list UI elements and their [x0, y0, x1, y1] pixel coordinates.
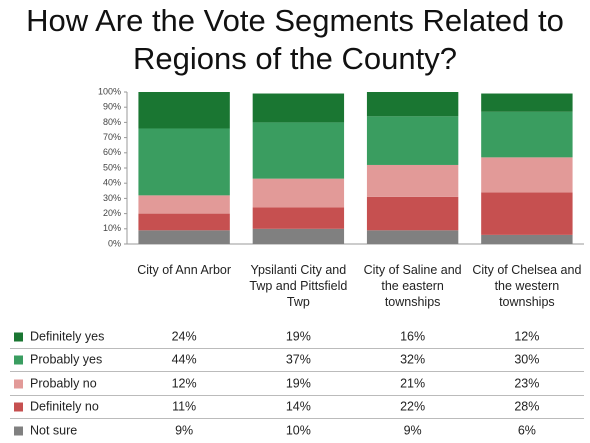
bar-segment	[481, 192, 573, 235]
bar-segment	[366, 116, 459, 165]
bar-segment	[252, 93, 345, 123]
bar-segment	[138, 213, 230, 231]
legend-label: Probably no	[30, 376, 97, 390]
bar-segment	[481, 157, 573, 193]
table-cell: 32%	[400, 352, 425, 366]
table-cell: 9%	[404, 423, 422, 437]
table-cell: 10%	[286, 423, 311, 437]
bar-segment	[481, 234, 573, 244]
bar-segment	[138, 92, 230, 129]
table-cell: 44%	[172, 352, 197, 366]
bar-segment	[481, 111, 573, 158]
table-cell: 30%	[514, 352, 539, 366]
legend-label: Not sure	[30, 423, 77, 437]
legend-swatch	[14, 426, 23, 436]
x-tick-label: City of Ann Arbor	[137, 263, 232, 277]
bar-segment	[252, 178, 345, 208]
legend-swatch	[14, 379, 23, 389]
x-tick-label: Ypsilanti City and Twp and Pittsfield Tw…	[249, 263, 348, 309]
table-cell: 24%	[172, 329, 197, 343]
x-tick-label: City of Chelsea and the western township…	[472, 263, 582, 309]
bar-segment	[138, 128, 230, 196]
table-cell: 12%	[172, 376, 197, 390]
table-cell: 14%	[286, 399, 311, 413]
table-cell: 23%	[514, 376, 539, 390]
y-tick-label: 20%	[103, 208, 121, 218]
bar-segment	[138, 230, 230, 244]
bar-segment	[481, 93, 573, 112]
bar-segment	[366, 230, 459, 244]
y-tick-label: 100%	[98, 86, 121, 96]
bar-segment	[366, 164, 459, 197]
y-tick-label: 30%	[103, 193, 121, 203]
table-cell: 9%	[175, 423, 193, 437]
table-cell: 6%	[518, 423, 536, 437]
table-cell: 16%	[400, 329, 425, 343]
bar-segment	[138, 195, 230, 214]
y-tick-label: 10%	[103, 223, 121, 233]
y-tick-label: 70%	[103, 132, 121, 142]
table-cell: 28%	[514, 399, 539, 413]
legend-label: Definitely yes	[30, 329, 104, 343]
y-tick-label: 50%	[103, 162, 121, 172]
legend-swatch	[14, 355, 23, 365]
y-tick-label: 40%	[103, 178, 121, 188]
table-cell: 19%	[286, 329, 311, 343]
legend-label: Probably yes	[30, 352, 102, 366]
bar-segment	[252, 122, 345, 179]
bar-segment	[366, 92, 459, 117]
table-cell: 19%	[286, 376, 311, 390]
chart-title: How Are the Vote Segments Related to Reg…	[26, 3, 564, 76]
bar-segment	[252, 228, 345, 244]
bar-segment	[252, 207, 345, 229]
y-tick-label: 90%	[103, 102, 121, 112]
legend-label: Definitely no	[30, 399, 99, 413]
legend-swatch	[14, 332, 23, 342]
table-cell: 21%	[400, 376, 425, 390]
table-cell: 37%	[286, 352, 311, 366]
table-cell: 22%	[400, 399, 425, 413]
y-tick-label: 60%	[103, 147, 121, 157]
table-cell: 12%	[514, 329, 539, 343]
table-cell: 11%	[172, 399, 196, 413]
y-tick-label: 80%	[103, 117, 121, 127]
x-tick-label: City of Saline and the eastern townships	[363, 263, 462, 309]
legend-swatch	[14, 402, 23, 412]
y-tick-label: 0%	[108, 238, 121, 248]
bar-segment	[366, 196, 459, 231]
